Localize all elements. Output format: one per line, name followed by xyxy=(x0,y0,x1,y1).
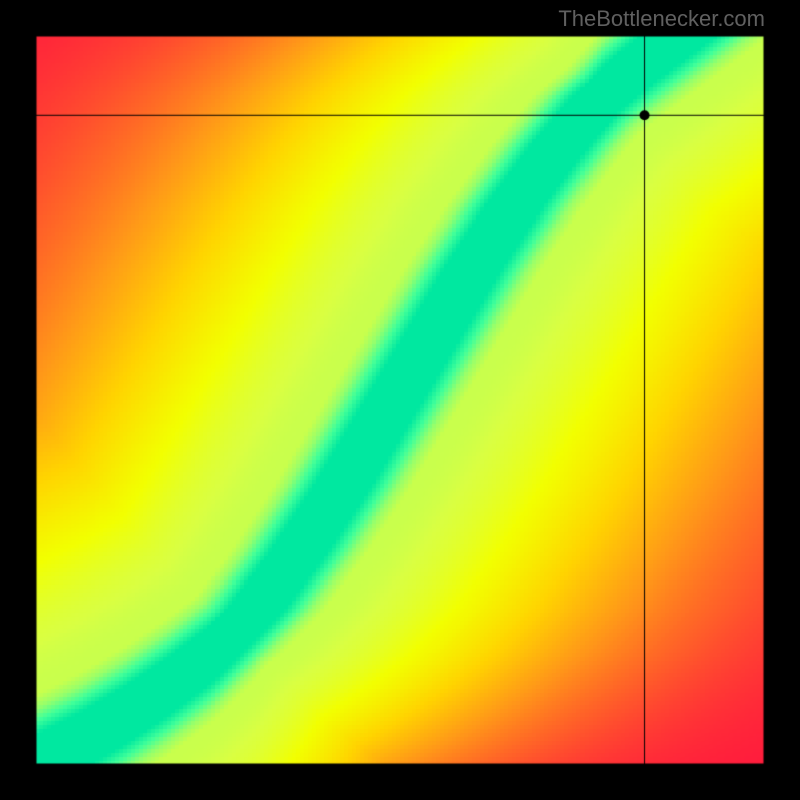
watermark-text: TheBottlenecker.com xyxy=(558,6,765,32)
chart-container: TheBottlenecker.com xyxy=(0,0,800,800)
bottleneck-heatmap xyxy=(0,0,800,800)
